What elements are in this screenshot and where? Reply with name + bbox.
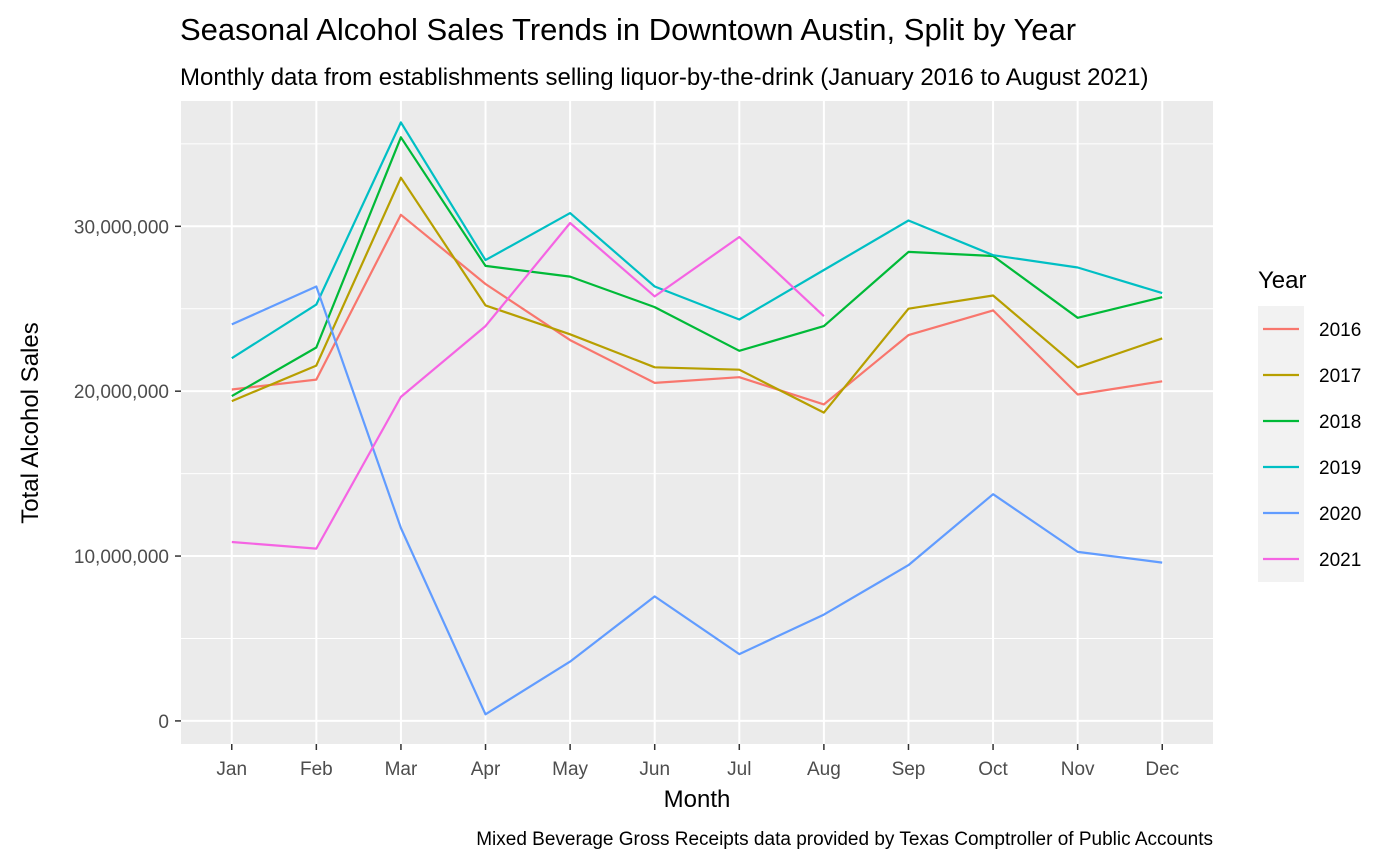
plot-panel bbox=[181, 101, 1213, 744]
series-lines bbox=[231, 121, 1163, 716]
series-line-2017 bbox=[231, 176, 1163, 414]
y-tick-label: 10,000,000 bbox=[74, 547, 169, 568]
series-line-2016 bbox=[231, 213, 1163, 406]
x-tick-label: Apr bbox=[471, 759, 501, 780]
series-line-2019 bbox=[231, 121, 1163, 360]
x-tick-label: Sep bbox=[892, 759, 926, 780]
legend-label-2016: 2016 bbox=[1319, 320, 1361, 341]
legend-label-2021: 2021 bbox=[1319, 550, 1361, 571]
x-tick-label: Nov bbox=[1061, 759, 1095, 780]
legend: 2016 2017 2018 2019 2020 2021 bbox=[1258, 306, 1361, 582]
x-tick-label: Dec bbox=[1145, 759, 1179, 780]
legend-label-2019: 2019 bbox=[1319, 458, 1361, 479]
x-tick-label: Oct bbox=[978, 759, 1008, 780]
x-tick-label: May bbox=[552, 759, 588, 780]
series-line-2021 bbox=[231, 221, 825, 550]
x-axis-label: Month bbox=[664, 786, 731, 813]
y-axis-label: Total Alcohol Sales bbox=[17, 322, 44, 523]
legend-label-2018: 2018 bbox=[1319, 412, 1361, 433]
x-tick-label: Mar bbox=[385, 759, 418, 780]
x-tick-label: Aug bbox=[807, 759, 841, 780]
x-axis: Jan Feb Mar Apr May Jun Jul Aug Sep Oct Nov Dec bbox=[216, 744, 1179, 780]
y-tick-label: 20,000,000 bbox=[74, 382, 169, 403]
chart-title: Seasonal Alcohol Sales Trends in Downtow… bbox=[180, 12, 1076, 47]
legend-label-2017: 2017 bbox=[1319, 366, 1361, 387]
legend-key-background bbox=[1258, 306, 1304, 582]
chart-subtitle: Monthly data from establishments selling… bbox=[180, 64, 1149, 91]
series-line-2018 bbox=[231, 136, 1163, 398]
legend-title: Year bbox=[1258, 267, 1307, 294]
x-tick-label: Jul bbox=[727, 759, 751, 780]
y-tick-label: 30,000,000 bbox=[74, 217, 169, 238]
y-axis: 0 10,000,000 20,000,000 30,000,000 bbox=[74, 217, 181, 733]
x-tick-label: Feb bbox=[300, 759, 333, 780]
grid-major bbox=[181, 101, 1213, 744]
series-line-2020 bbox=[231, 285, 1163, 716]
y-tick-label: 0 bbox=[158, 712, 169, 733]
x-tick-label: Jun bbox=[639, 759, 670, 780]
x-tick-label: Jan bbox=[216, 759, 247, 780]
chart-caption: Mixed Beverage Gross Receipts data provi… bbox=[476, 829, 1213, 850]
legend-label-2020: 2020 bbox=[1319, 504, 1361, 525]
